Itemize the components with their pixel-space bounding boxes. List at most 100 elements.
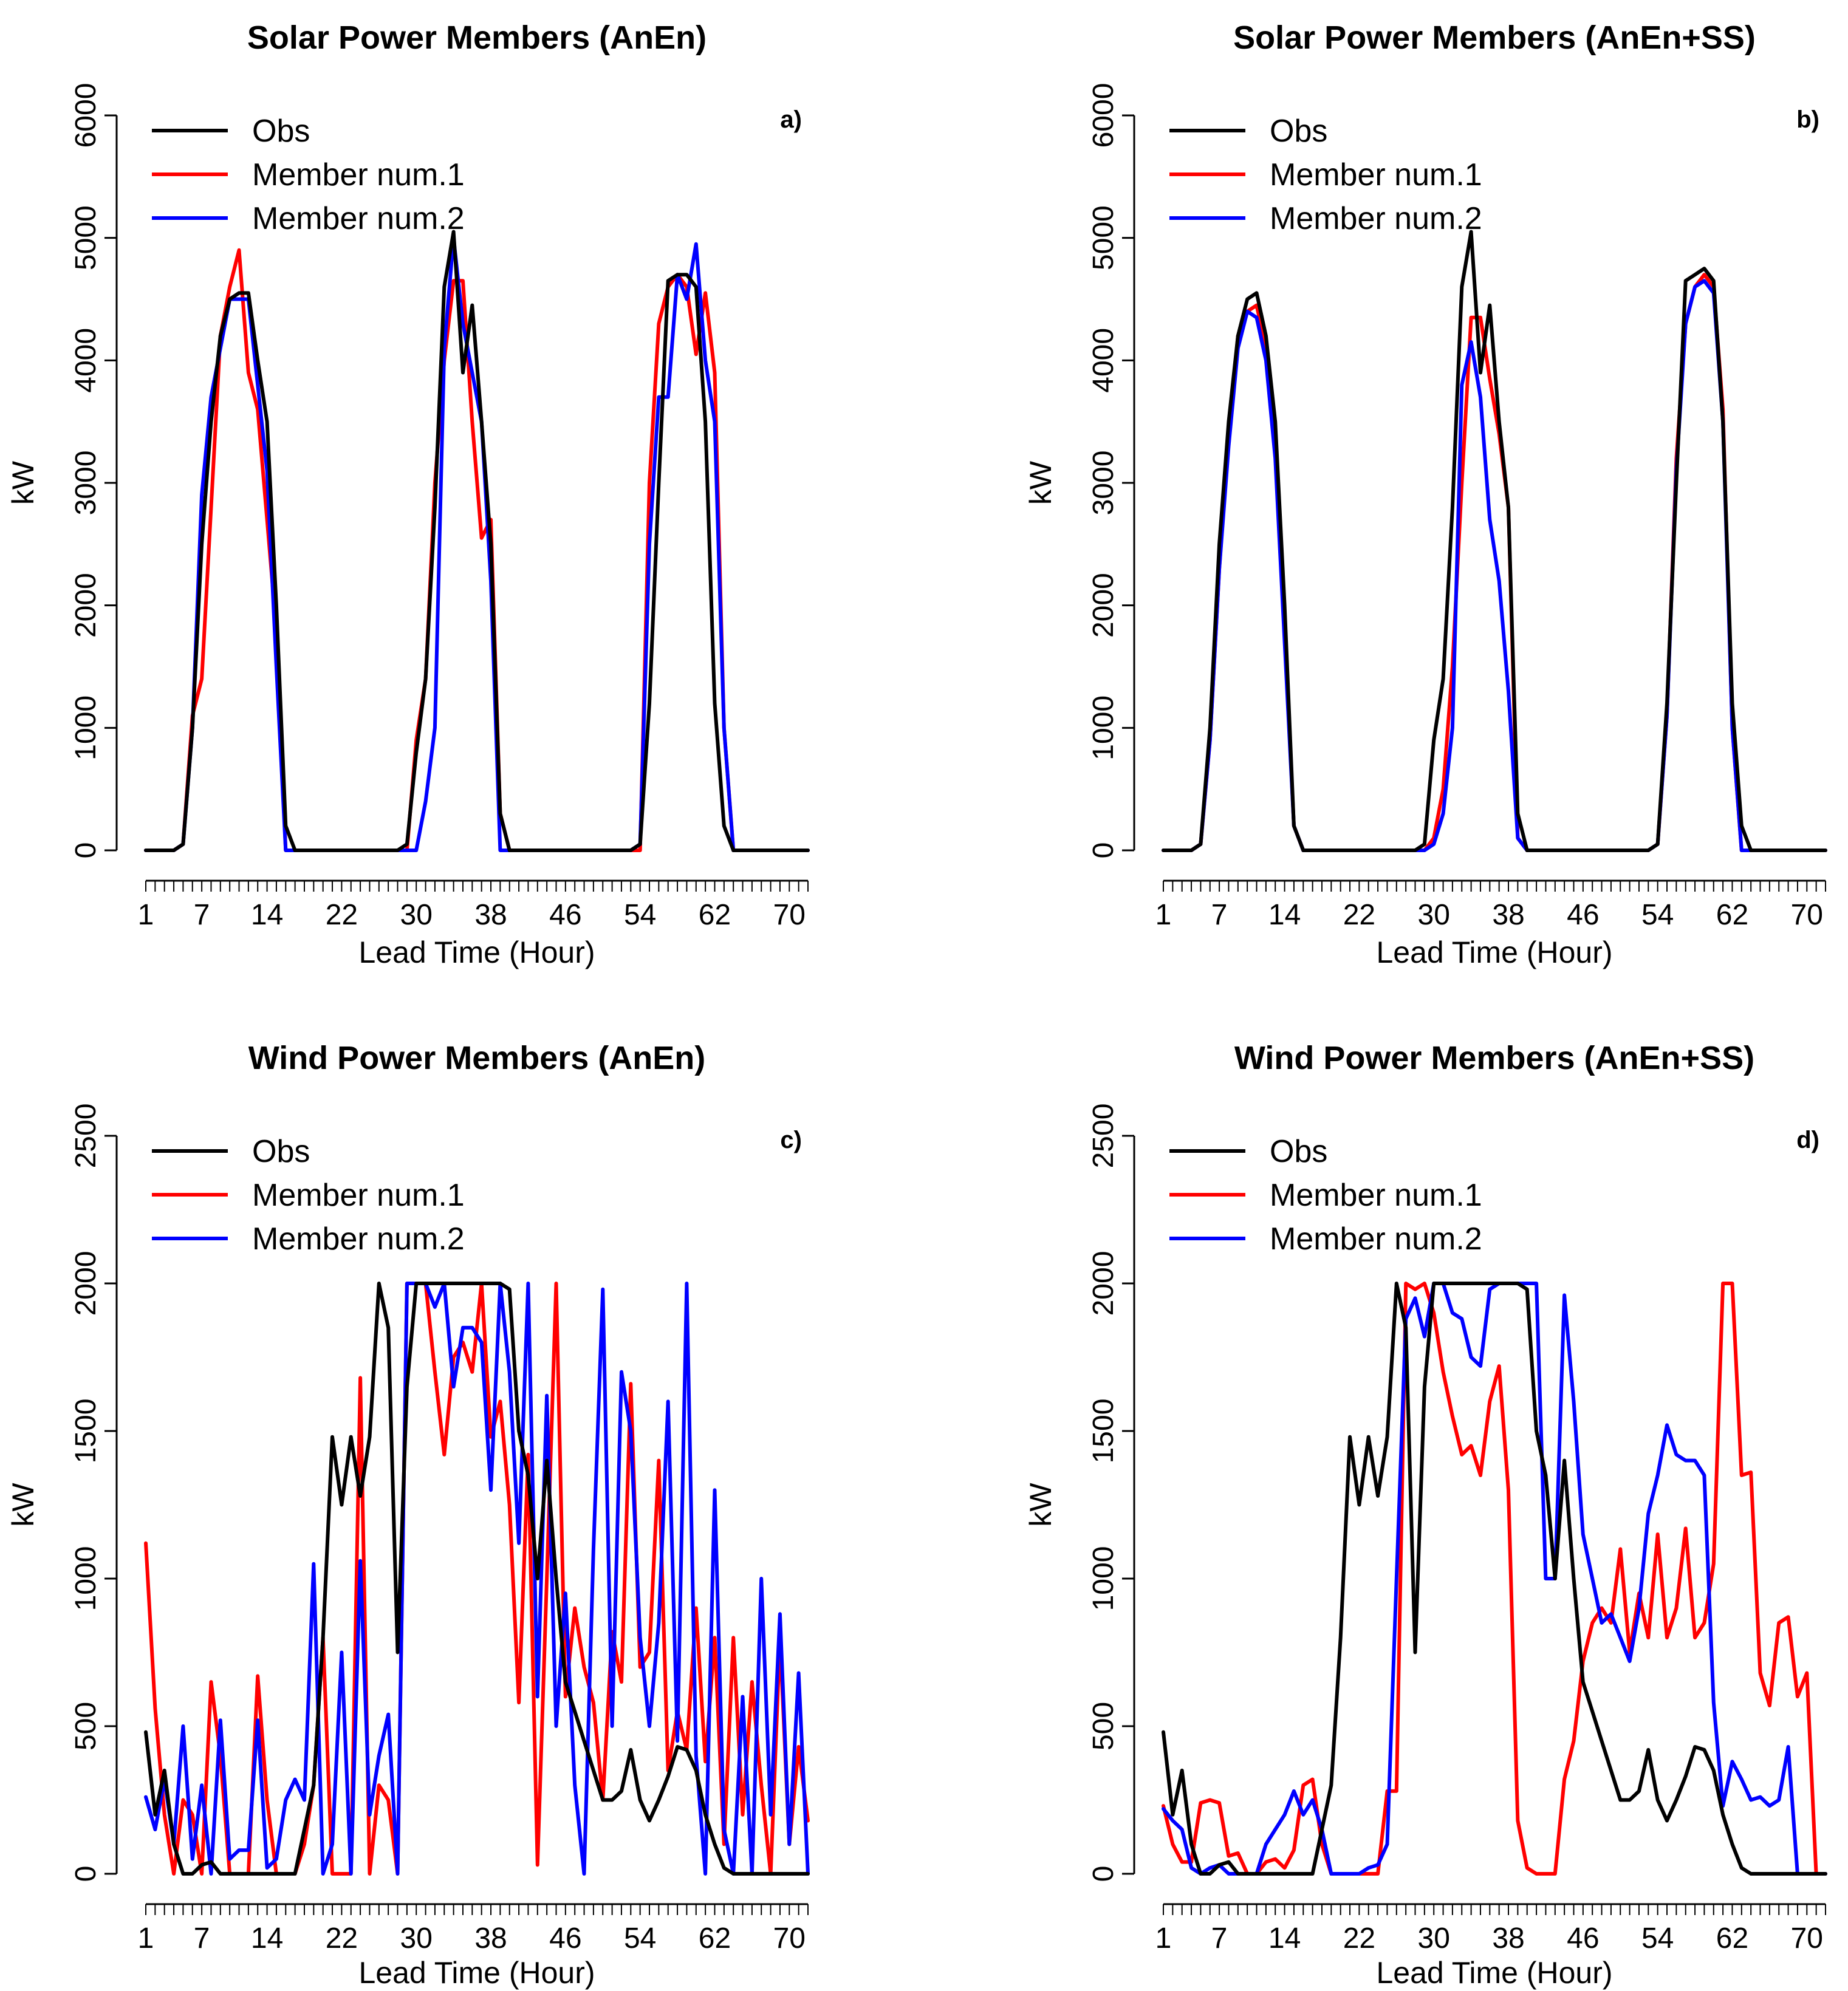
x-tick-label: 46 (1567, 1922, 1599, 1955)
x-tick-label: 54 (624, 1922, 656, 1955)
legend-label: Obs (1270, 114, 1327, 149)
legend-label: Obs (252, 1134, 310, 1169)
legend-label: Member num.2 (1270, 1221, 1482, 1257)
x-tick-label: 38 (474, 899, 507, 931)
series-line-member-num-2 (144, 236, 810, 852)
panel-wind-anen-ss: Wind Power Members (AnEn+SS)d)0500100015… (1024, 1040, 1827, 1990)
x-tick-label: 70 (1791, 1922, 1823, 1955)
x-tick-label: 30 (400, 1922, 433, 1955)
y-tick-label: 500 (70, 1702, 102, 1750)
legend-label: Obs (252, 114, 310, 149)
series-line-obs (1162, 230, 1827, 852)
panel-label: b) (1796, 106, 1819, 133)
x-tick-label: 54 (1641, 899, 1674, 931)
y-tick-label: 3000 (70, 451, 102, 516)
y-tick-label: 1000 (1087, 1546, 1120, 1611)
y-axis-label: kW (6, 1483, 40, 1527)
y-tick-label: 4000 (70, 328, 102, 393)
legend-label: Member num.1 (252, 1178, 465, 1213)
y-tick-label: 2500 (1087, 1104, 1120, 1169)
y-tick-label: 1500 (1087, 1399, 1120, 1464)
y-tick-label: 2000 (1087, 573, 1120, 638)
y-tick-label: 6000 (70, 83, 102, 148)
x-tick-label: 38 (474, 1922, 507, 1955)
x-tick-label: 46 (1567, 899, 1599, 931)
y-tick-label: 1000 (70, 1546, 102, 1611)
series-line-obs (144, 230, 810, 852)
y-tick-label: 1000 (70, 695, 102, 760)
x-tick-label: 1 (138, 1922, 154, 1955)
y-axis-label: kW (1024, 460, 1058, 505)
legend-label: Obs (1270, 1134, 1327, 1169)
y-tick-label: 6000 (1087, 83, 1120, 148)
x-tick-label: 30 (1418, 1922, 1450, 1955)
x-tick-label: 70 (773, 1922, 806, 1955)
x-axis-label: Lead Time (Hour) (358, 1956, 595, 1990)
chart-title: Wind Power Members (AnEn+SS) (1234, 1040, 1754, 1076)
x-tick-label: 70 (773, 899, 806, 931)
series-line-member-num-2 (144, 1282, 810, 1876)
legend-label: Member num.1 (1270, 1178, 1482, 1213)
series-line-member-num-2 (1162, 1282, 1827, 1876)
series-line-obs (144, 1282, 810, 1876)
y-tick-label: 2000 (70, 573, 102, 638)
x-tick-label: 62 (699, 1922, 731, 1955)
y-axis-label: kW (1024, 1483, 1058, 1527)
x-tick-label: 14 (1268, 1922, 1301, 1955)
y-tick-label: 500 (1087, 1702, 1120, 1750)
y-tick-label: 0 (70, 1866, 102, 1882)
x-tick-label: 22 (326, 1922, 358, 1955)
y-tick-label: 0 (1087, 1866, 1120, 1882)
x-tick-label: 22 (1343, 899, 1375, 931)
x-tick-label: 62 (1716, 1922, 1748, 1955)
x-axis-label: Lead Time (Hour) (1376, 935, 1612, 969)
x-tick-label: 22 (326, 899, 358, 931)
y-tick-label: 5000 (70, 205, 102, 270)
series-line-obs (1162, 1282, 1827, 1876)
chart-title: Wind Power Members (AnEn) (248, 1040, 706, 1076)
x-axis-label: Lead Time (Hour) (1376, 1956, 1612, 1990)
x-tick-label: 7 (1211, 1922, 1228, 1955)
x-axis-label: Lead Time (Hour) (358, 935, 595, 969)
y-tick-label: 0 (70, 842, 102, 859)
x-tick-label: 7 (194, 1922, 210, 1955)
y-tick-label: 0 (1087, 842, 1120, 859)
y-tick-label: 2500 (70, 1104, 102, 1169)
x-tick-label: 7 (1211, 899, 1228, 931)
x-tick-label: 46 (549, 1922, 581, 1955)
x-tick-label: 30 (400, 899, 433, 931)
x-tick-label: 1 (138, 899, 154, 931)
legend-label: Member num.2 (252, 201, 465, 236)
y-tick-label: 2000 (1087, 1251, 1120, 1316)
x-tick-label: 46 (549, 899, 581, 931)
x-tick-label: 22 (1343, 1922, 1375, 1955)
chart-title: Solar Power Members (AnEn) (247, 19, 707, 56)
panel-solar-anen-ss: Solar Power Members (AnEn+SS) b) 0 1000 2000… (1024, 19, 1827, 969)
panel-label: a) (780, 106, 802, 133)
panel-wind-anen: Wind Power Members (AnEn) c) 0 500 1000 1500 2… (6, 1040, 810, 1990)
x-tick-label: 62 (1716, 899, 1748, 931)
y-tick-label: 2000 (70, 1251, 102, 1316)
y-tick-label: 4000 (1087, 328, 1120, 393)
x-tick-label: 30 (1418, 899, 1450, 931)
x-tick-label: 54 (1641, 1922, 1674, 1955)
y-tick-label: 3000 (1087, 451, 1120, 516)
x-tick-label: 14 (251, 899, 283, 931)
chart-title: Solar Power Members (AnEn+SS) (1233, 19, 1756, 56)
legend-label: Member num.2 (252, 1221, 465, 1257)
x-tick-label: 7 (194, 899, 210, 931)
x-tick-label: 70 (1791, 899, 1823, 931)
x-tick-label: 14 (1268, 899, 1301, 931)
series-line-member-num-1 (144, 1282, 810, 1876)
x-tick-label: 38 (1492, 899, 1524, 931)
legend-label: Member num.1 (1270, 157, 1482, 193)
y-tick-label: 1500 (70, 1399, 102, 1464)
legend-label: Member num.1 (252, 157, 465, 193)
y-axis-label: kW (6, 460, 40, 505)
y-tick-label: 1000 (1087, 695, 1120, 760)
x-tick-label: 38 (1492, 1922, 1524, 1955)
panel-label: c) (780, 1127, 802, 1153)
x-tick-label: 1 (1155, 1922, 1172, 1955)
x-tick-label: 14 (251, 1922, 283, 1955)
panel-solar-anen: Solar Power Members (AnEn) a) 0 1000 2000 300… (6, 19, 810, 969)
